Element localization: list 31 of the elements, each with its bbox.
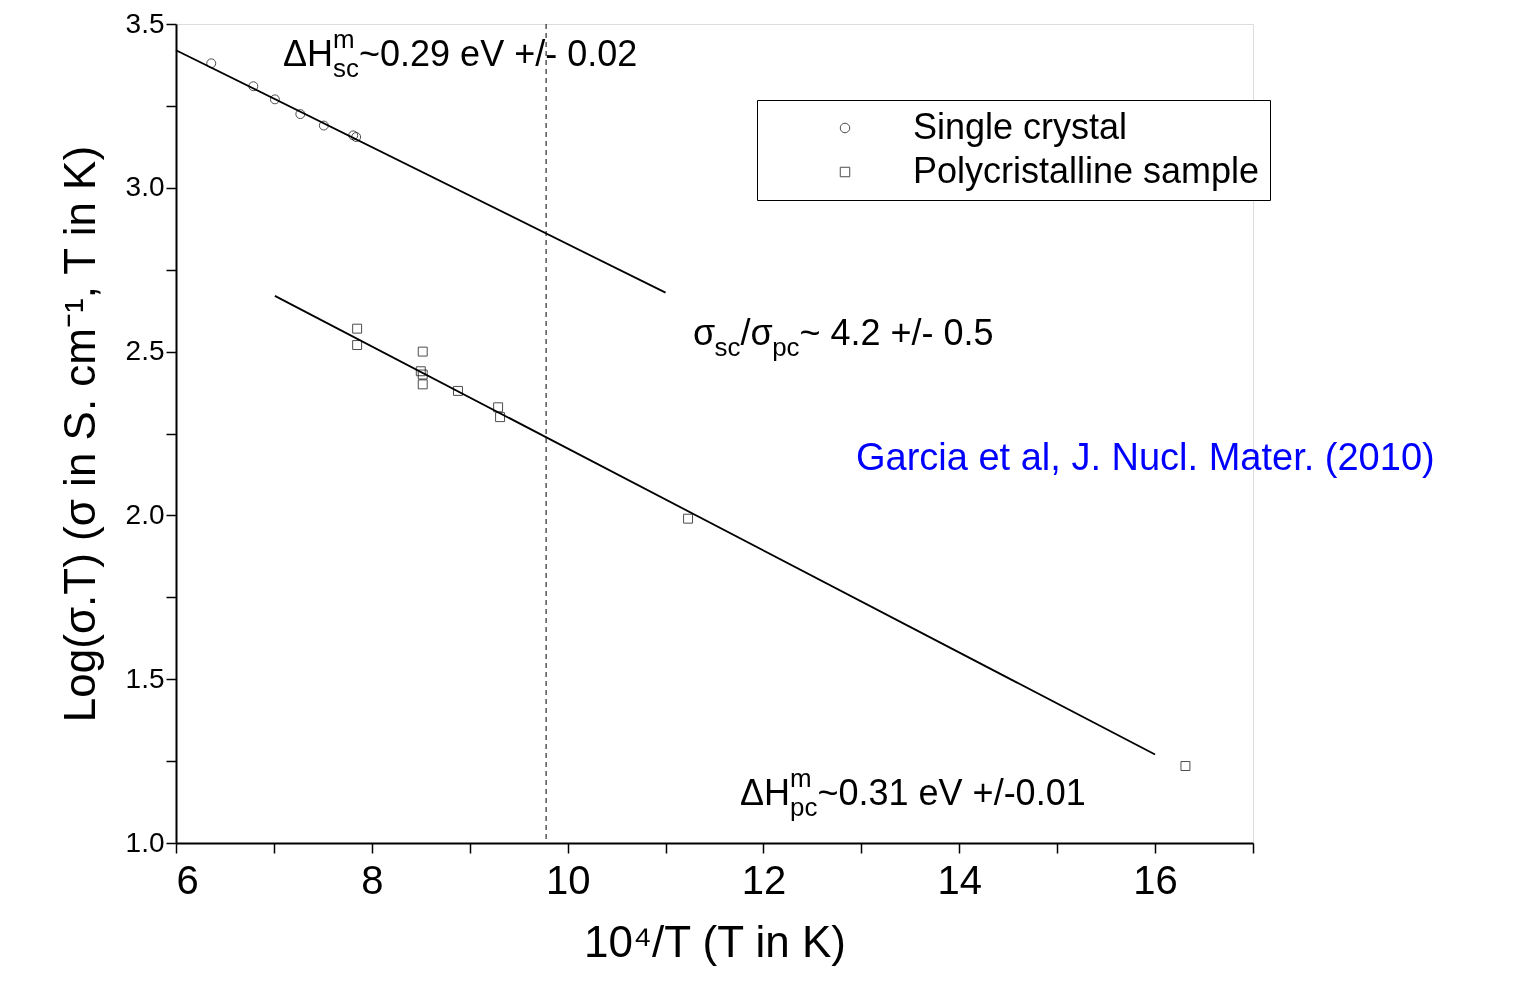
y-tick-label: 3.0 [125,171,165,203]
point [1180,761,1191,771]
legend-label: Single crystal [913,106,1128,147]
point [206,58,217,69]
point [352,340,363,351]
x-tick-label: 14 [937,857,983,902]
x-tick-label: 6 [176,857,199,902]
x-tick-label: 12 [741,857,787,902]
point [683,513,694,524]
y-tick-label: 2.0 [125,498,165,530]
point [495,412,506,423]
annotation: Garcia et al, J. Nucl. Mater. (2010) [856,436,1435,478]
x-tick-label: 8 [361,857,384,902]
y-axis-title: Log(σ.T) (σ in S. cm⁻¹, T in K) [54,145,104,723]
y-tick-label: 1.0 [125,826,165,858]
point [417,379,428,390]
y-tick-label: 3.5 [125,7,165,39]
point [269,94,280,105]
point [352,323,363,334]
x-tick-label: 16 [1133,857,1178,902]
point [248,81,259,92]
x-tick-label: 10 [545,857,591,902]
legend-label: Polycristalline sample [913,150,1260,191]
point [318,120,329,131]
point [453,385,463,396]
point [295,109,306,120]
y-tick-label: 1.5 [125,662,165,694]
point [417,346,428,357]
x-axis-title: 10⁴/T (T in K) [584,916,846,966]
y-tick-label: 2.5 [125,335,165,367]
point [493,402,504,413]
